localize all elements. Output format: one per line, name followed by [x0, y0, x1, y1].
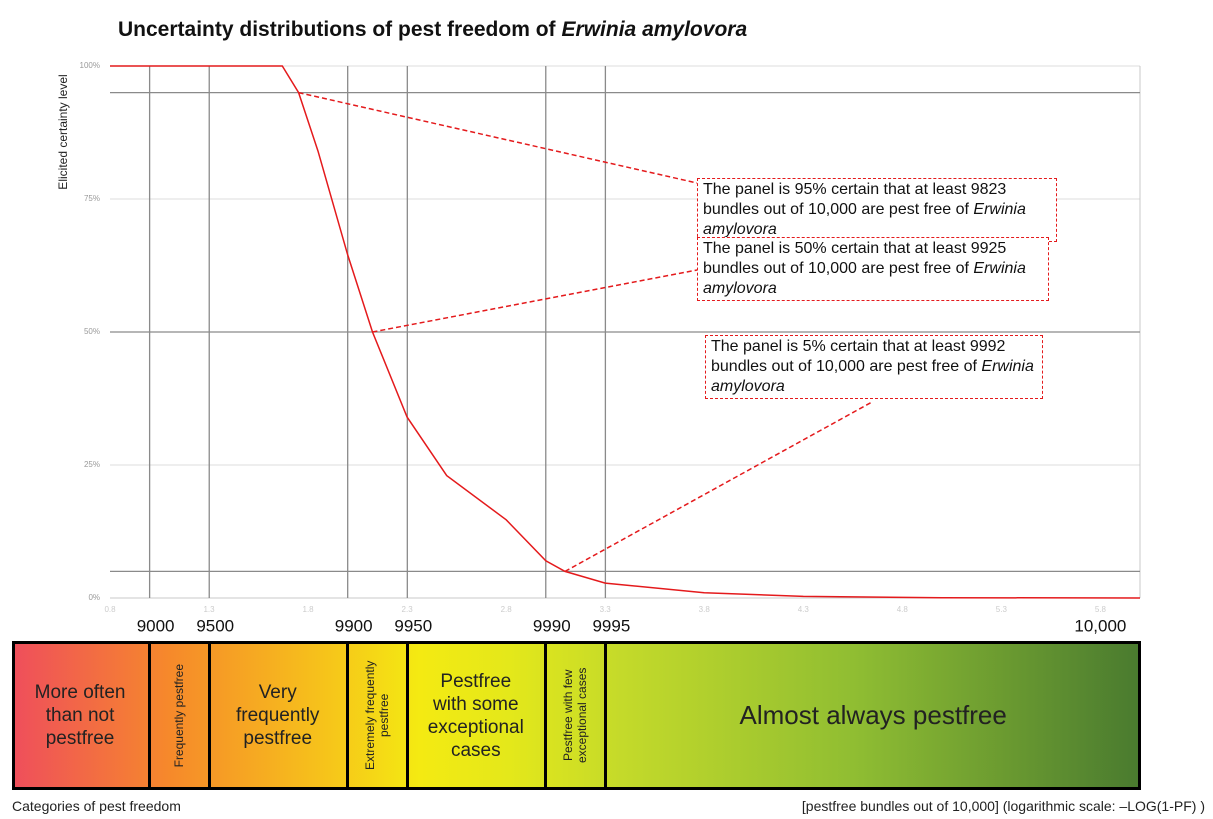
category-label: More often than not pestfree: [34, 682, 126, 749]
category-band-segment: Pestfree with few exceptional cases: [546, 644, 607, 787]
annotation-box: The panel is 5% certain that at least 99…: [705, 335, 1043, 399]
x-tick-label: 3.8: [699, 605, 711, 614]
x-tick-label: 2.3: [402, 605, 414, 614]
category-band: More often than not pestfree Frequently p…: [12, 641, 1141, 790]
x2-tick-label: 9950: [394, 616, 432, 635]
x-tick-label: 1.8: [303, 605, 315, 614]
category-band-segment: Very frequently pestfree: [209, 644, 350, 787]
category-label: Extremely frequently pestfree: [362, 660, 391, 771]
x-tick-label: 4.8: [897, 605, 909, 614]
x2-tick-label: 9995: [592, 616, 630, 635]
x-tick-label: 4.3: [798, 605, 810, 614]
y-tick-label: 100%: [80, 61, 100, 70]
category-band-segment: Pestfree with some exceptional cases: [407, 644, 548, 787]
annotation-text: The panel is 95% certain that at least 9…: [703, 181, 1007, 218]
annotation-species: Erwinia amylovora: [703, 201, 1026, 238]
category-band-segment: Frequently pestfree: [150, 644, 211, 787]
x2-tick-label: 10,000: [1074, 616, 1126, 635]
leader-line: [372, 269, 698, 333]
y-tick-label: 0%: [88, 593, 100, 602]
band-title: Categories of pest freedom: [12, 798, 181, 814]
category-band-segment: Almost always pestfree: [605, 644, 1141, 787]
title-text: Uncertainty distributions of pest freedo…: [118, 18, 557, 41]
x-axis-label: [pestfree bundles out of 10,000] (logari…: [801, 798, 1205, 814]
x2-tick-label: 9000: [137, 616, 175, 635]
category-label: Pestfree with some exceptional cases: [427, 670, 524, 761]
y-tick-label: 75%: [84, 194, 100, 203]
x2-tick-label: 9500: [196, 616, 234, 635]
category-label: Pestfree with few exceptional cases: [560, 667, 589, 764]
x2-tick-label: 9900: [335, 616, 373, 635]
chart-title: Uncertainty distributions of pest freedo…: [118, 18, 747, 41]
category-label: Almost always pestfree: [739, 700, 1007, 730]
category-label: Frequently pestfree: [171, 663, 186, 768]
title-species: Erwinia amylovora: [562, 18, 748, 41]
annotation-species: Erwinia amylovora: [703, 260, 1026, 297]
curve: [110, 65, 1141, 599]
category-label: Very frequently pestfree: [235, 682, 320, 749]
category-band-segment: More often than not pestfree: [12, 644, 152, 787]
x-tick-label: 5.8: [1095, 605, 1107, 614]
annotation-species: Erwinia amylovora: [711, 358, 1034, 395]
y-tick-label: 25%: [84, 460, 100, 469]
leader-line: [298, 91, 698, 184]
annotation-box: The panel is 50% certain that at least 9…: [697, 237, 1049, 301]
x-tick-label: 0.8: [104, 605, 116, 614]
annotation-text: The panel is 5% certain that at least 99…: [711, 338, 1006, 375]
y-tick-label: 50%: [84, 327, 100, 336]
x-tick-label: 2.8: [501, 605, 513, 614]
annotation-box: The panel is 95% certain that at least 9…: [697, 178, 1057, 242]
y-axis-label: Elicited certainty level: [56, 74, 70, 189]
x-tick-label: 5.3: [996, 605, 1008, 614]
x2-tick-label: 9990: [533, 616, 571, 635]
x-tick-label: 3.3: [600, 605, 612, 614]
annotation-text: The panel is 50% certain that at least 9…: [703, 240, 1007, 277]
x-tick-label: 1.3: [203, 605, 215, 614]
leader-line: [564, 401, 873, 573]
category-band-segment: Extremely frequently pestfree: [348, 644, 409, 787]
